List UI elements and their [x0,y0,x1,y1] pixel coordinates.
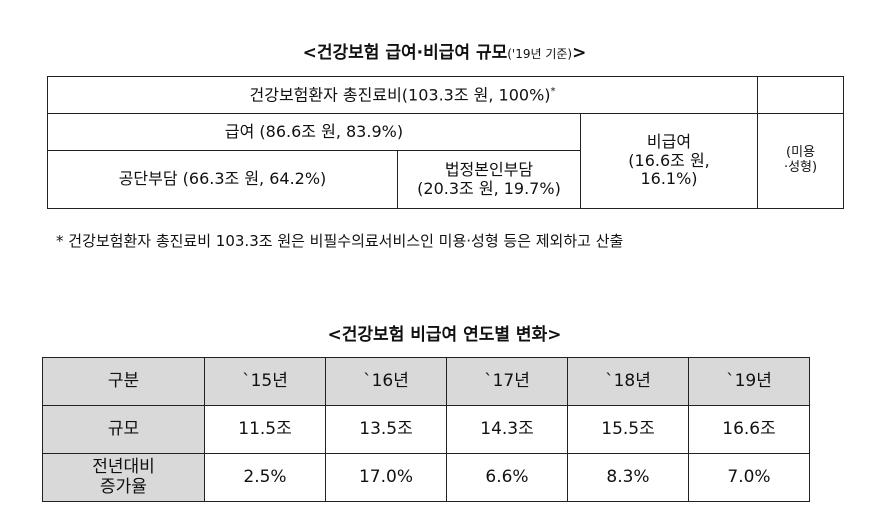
section1-title: <건강보험 급여·비급여 규모('19년 기준)> [0,38,889,63]
uncovered: 비급여 (16.6조 원, 16.1%) [579,113,759,209]
coverage-table: 건강보험환자 총진료비(103.3조 원, 100%)* 급여 (86.6조 원… [46,76,845,209]
cell [757,76,845,114]
cell: 건강보험환자 총진료비(103.3조 원, 100%)* [46,76,759,114]
cell: 8.3% [567,453,689,502]
cell: `15년 [204,357,326,406]
title-main: <건강보험 급여·비급여 규모 [302,43,508,63]
row: 구분 `15년 `16년 `17년 `18년 `19년 [42,357,810,406]
cell: 16.6조 [688,405,810,454]
title-note: ('19년 기준) [507,47,573,61]
cell: `18년 [567,357,689,406]
cell: 규모 [42,405,205,454]
cell: 17.0% [325,453,447,502]
cell: 13.5조 [325,405,447,454]
cell: 14.3조 [446,405,568,454]
total-mark: * [550,85,556,97]
cell: 15.5조 [567,405,689,454]
cell: 2.5% [204,453,326,502]
footnote: * 건강보험환자 총진료비 103.3조 원은 비필수의료서비스인 미용·성형 … [56,232,624,250]
cell: `17년 [446,357,568,406]
cell: 전년대비 증가율 [42,453,205,502]
title-end: > [572,43,587,63]
cell: 구분 [42,357,205,406]
cell: `16년 [325,357,447,406]
cell: 11.5조 [204,405,326,454]
yearly-table: 구분 `15년 `16년 `17년 `18년 `19년 규모 11.5조 13.5조 14.3조 1… [42,357,810,502]
copay: 법정본인부담 (20.3조 원, 19.7%) [397,150,581,209]
public: 공단부담 (66.3조 원, 64.2%) [47,150,398,209]
covered: 급여 (86.6조 원, 83.9%) [47,113,581,151]
section2-title: <건강보험 비급여 연도별 변화> [327,325,562,345]
row: 전년대비 증가율 2.5% 17.0% 6.6% 8.3% 7.0% [42,453,810,502]
cell: 6.6% [446,453,568,502]
cell: 7.0% [688,453,810,502]
total: 건강보험환자 총진료비(103.3조 원, 100%) [249,84,551,104]
cosmetic: (미용 ·성형) [757,113,845,209]
row: 규모 11.5조 13.5조 14.3조 15.5조 16.6조 [42,405,810,454]
cell: `19년 [688,357,810,406]
